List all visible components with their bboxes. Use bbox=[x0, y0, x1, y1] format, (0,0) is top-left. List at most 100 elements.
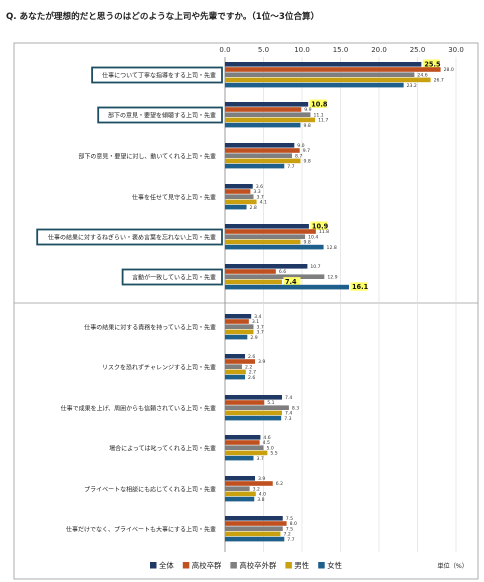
bar-highschool bbox=[225, 400, 265, 405]
bar-male bbox=[225, 329, 254, 335]
legend-swatch bbox=[318, 562, 325, 569]
category-highlight-box bbox=[36, 228, 223, 246]
category-label: 仕事について丁寧な指導をする上司・先輩 bbox=[102, 71, 216, 79]
bar-other bbox=[225, 194, 254, 199]
value-label: 11.1 bbox=[313, 112, 323, 118]
bar-all bbox=[225, 62, 422, 67]
value-label: 24.6 bbox=[417, 72, 427, 78]
category-group: 仕事だけでなく、プライベートも大事にする上司・先輩7.58.07.57.27.7 bbox=[66, 516, 297, 543]
value-label: 9.7 bbox=[303, 148, 310, 154]
category-label: 部下の意見・要望を傾聴する上司・先輩 bbox=[108, 111, 216, 119]
category-group: 仕事で成果を上げ、周囲からも信頼されている上司・先輩7.45.18.37.47.… bbox=[61, 395, 299, 422]
value-highlight bbox=[350, 282, 368, 291]
category-highlight-box bbox=[97, 106, 223, 124]
unit-label: 単位（%） bbox=[437, 562, 468, 570]
value-label: 3.9 bbox=[258, 476, 265, 482]
value-label: 3.3 bbox=[253, 189, 260, 195]
value-label: 10.7 bbox=[310, 264, 320, 270]
value-label: 11.7 bbox=[318, 118, 328, 124]
value-label: 4.1 bbox=[260, 200, 267, 206]
x-tick-label: 30.0 bbox=[448, 46, 464, 54]
value-label: 2.6 bbox=[248, 375, 255, 381]
value-label: 4.0 bbox=[259, 492, 266, 498]
bar-all bbox=[225, 143, 295, 148]
category-label: 部下の意見・要望に対し、動いてくれる上司・先輩 bbox=[78, 152, 216, 160]
value-label: 12.9 bbox=[327, 274, 337, 280]
bar-other bbox=[225, 112, 311, 117]
value-label: 9.8 bbox=[303, 240, 310, 246]
value-label: 5.0 bbox=[267, 445, 274, 451]
legend-label: 女性 bbox=[327, 561, 342, 570]
category-group: 言動が一致している上司・先輩 10.7 6.6 12.9 7.4 16.1 bbox=[121, 264, 369, 291]
value-label: 23.2 bbox=[407, 83, 417, 89]
bar-highschool bbox=[225, 521, 287, 526]
legend-swatch bbox=[230, 562, 237, 569]
value-label: 2.6 bbox=[248, 354, 255, 360]
legend-label: 全体 bbox=[159, 561, 174, 570]
value-label: 9.9 bbox=[304, 107, 311, 113]
bar-male bbox=[225, 158, 301, 164]
value-label: 10.4 bbox=[308, 234, 318, 240]
bar-female bbox=[225, 163, 285, 169]
bar-male bbox=[225, 239, 301, 245]
value-label: 10.9 bbox=[312, 222, 329, 230]
bar-male bbox=[225, 369, 246, 375]
bar-female bbox=[225, 244, 324, 250]
bar-male bbox=[225, 279, 282, 285]
category-label: 仕事で成果を上げ、周囲からも信頼されている上司・先輩 bbox=[61, 404, 216, 412]
category-label: 仕事を任せて見守る上司・先輩 bbox=[132, 193, 216, 201]
x-tick-label: 20.0 bbox=[371, 46, 387, 54]
value-label: 7.7 bbox=[287, 537, 294, 543]
category-label: リスクを恐れずチャレンジする上司・先輩 bbox=[102, 363, 216, 371]
bar-highschool bbox=[225, 148, 300, 153]
bar-other bbox=[225, 72, 415, 77]
bar-all bbox=[225, 476, 256, 481]
value-label: 9.8 bbox=[303, 159, 310, 165]
value-label: 3.7 bbox=[256, 194, 263, 200]
category-group: 場合によっては叱ってくれる上司・先輩 4.64.55.05.5 3.7 bbox=[109, 435, 278, 462]
bar-all bbox=[225, 102, 309, 107]
category-group: 部下の意見・要望を傾聴する上司・先輩 10.89.911.111.7 9.8 bbox=[97, 99, 328, 129]
bar-highschool bbox=[225, 269, 276, 274]
bar-female bbox=[225, 536, 285, 542]
bar-female bbox=[225, 122, 301, 128]
value-label: 4.5 bbox=[263, 440, 270, 446]
value-label: 8.3 bbox=[292, 405, 299, 411]
value-label: 4.6 bbox=[263, 435, 270, 441]
bar-all bbox=[225, 184, 253, 189]
value-label: 10.8 bbox=[311, 100, 328, 108]
chart-frame bbox=[13, 42, 479, 580]
bar-highschool bbox=[225, 359, 256, 364]
value-highlight bbox=[422, 59, 440, 68]
value-label: 7.7 bbox=[287, 164, 294, 170]
bar-female bbox=[225, 496, 255, 502]
x-tick-label: 5.0 bbox=[258, 46, 269, 54]
bar-other bbox=[225, 445, 264, 450]
bar-other bbox=[225, 526, 283, 531]
bar-highschool bbox=[225, 319, 249, 324]
category-group: 仕事を任せて見守る上司・先輩 3.63.33.74.12.8 bbox=[132, 184, 267, 211]
value-label: 3.7 bbox=[256, 330, 263, 336]
value-label: 2.2 bbox=[245, 364, 252, 370]
value-label: 28.0 bbox=[444, 67, 454, 73]
x-tick-label: 0.0 bbox=[219, 46, 230, 54]
value-label: 12.8 bbox=[327, 245, 337, 251]
value-label: 3.8 bbox=[257, 497, 264, 503]
chart-title: Q. あなたが理想的だと思うのはどのような上司や先輩ですか。（1位～3位合算） bbox=[6, 12, 320, 22]
value-label: 5.5 bbox=[270, 451, 277, 457]
value-label: 3.9 bbox=[258, 359, 265, 365]
bar-highschool bbox=[225, 107, 302, 112]
legend: 全体 高校卒群 高校卒外群 男性 女性 bbox=[150, 561, 342, 570]
category-label: プライベートな相談にも応じてくれる上司・先輩 bbox=[84, 485, 216, 493]
value-label: 7.5 bbox=[286, 526, 293, 532]
bar-all bbox=[225, 354, 246, 359]
bar-male bbox=[225, 531, 281, 537]
value-label: 9.8 bbox=[303, 123, 310, 129]
category-group: 仕事の結果に対するねぎらい・褒め言葉を忘れない上司・先輩 10.911.810.4… bbox=[36, 221, 337, 251]
value-label: 3.6 bbox=[256, 184, 263, 190]
value-label: 7.4 bbox=[285, 411, 292, 417]
category-group: 部下の意見・要望に対し、動いてくれる上司・先輩 9.09.78.79.8 7.7 bbox=[78, 143, 311, 170]
category-label: 場合によっては叱ってくれる上司・先輩 bbox=[109, 444, 216, 452]
